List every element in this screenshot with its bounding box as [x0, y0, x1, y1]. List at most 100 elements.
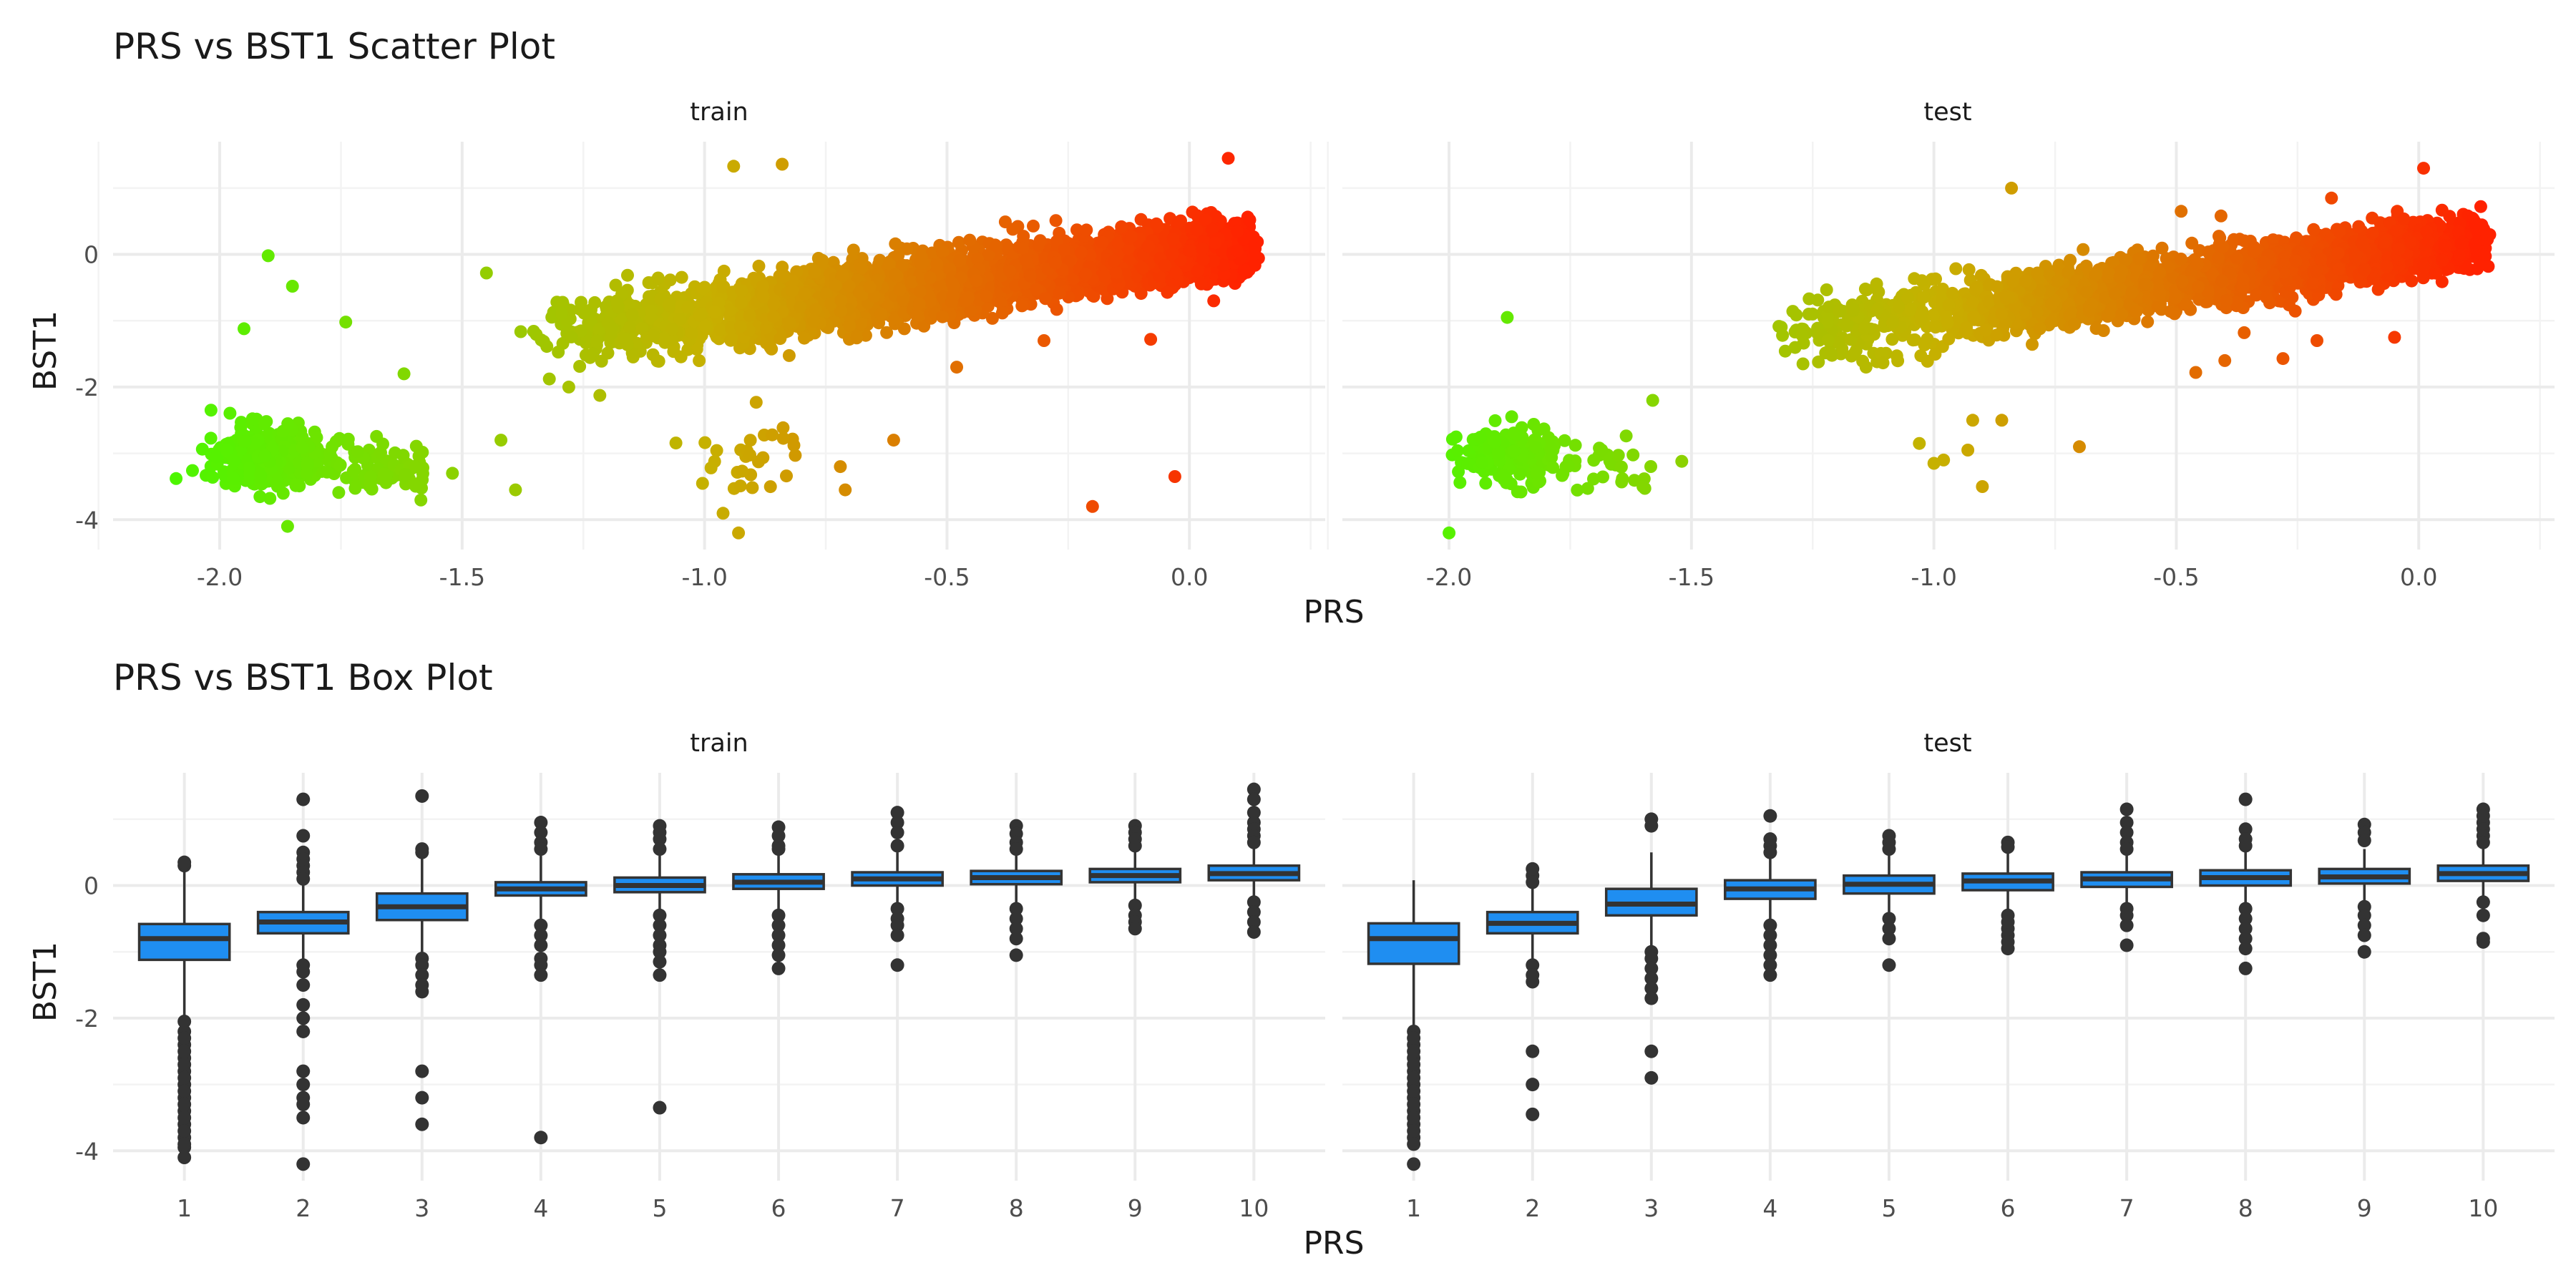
scatter-point — [276, 487, 290, 500]
scatter-point — [850, 331, 864, 345]
scatter-point — [1053, 286, 1066, 300]
scatter-point — [889, 237, 902, 250]
scatter-point — [743, 308, 756, 322]
scatter-point — [847, 243, 860, 257]
scatter-point — [280, 519, 294, 533]
scatter-point — [1151, 220, 1164, 233]
scatter-point — [1003, 265, 1017, 278]
scatter-point — [1050, 303, 1063, 316]
scatter-point — [253, 490, 267, 504]
scatter-point — [414, 493, 428, 507]
scatter-point — [732, 526, 746, 540]
scatter-point — [399, 468, 412, 482]
scatter-point — [346, 464, 360, 478]
scatter-point — [963, 233, 977, 247]
scatter-point — [623, 321, 637, 334]
scatter-point — [763, 480, 777, 494]
scatter-point — [416, 446, 429, 459]
scatter-point — [204, 431, 218, 445]
scatter-point — [1191, 264, 1204, 278]
scatter-point — [1006, 223, 1020, 236]
scatter-point — [713, 323, 727, 337]
scatter-chart-title: PRS vs BST1 Scatter Plot — [113, 26, 555, 67]
scatter-point — [348, 482, 362, 495]
scatter-point — [1098, 268, 1111, 282]
scatter-point — [1231, 244, 1244, 258]
scatter-point — [379, 471, 393, 484]
scatter-point — [257, 417, 270, 431]
scatter-point — [1221, 152, 1235, 165]
scatter-point — [407, 477, 421, 491]
scatter-point — [220, 444, 233, 457]
scatter-point — [1196, 253, 1210, 266]
scatter-point — [736, 464, 749, 478]
scatter-point — [1058, 243, 1071, 256]
scatter-point — [588, 296, 602, 309]
scatter-point — [339, 316, 353, 329]
scatter-point — [696, 477, 709, 490]
scatter-point — [389, 446, 401, 459]
scatter-point — [1166, 247, 1179, 260]
scatter-point — [727, 160, 741, 173]
scatter-point — [778, 269, 791, 283]
scatter-point — [1079, 268, 1093, 281]
scatter-point — [708, 305, 721, 318]
scatter-point — [681, 301, 695, 314]
scatter-point — [1085, 499, 1099, 513]
scatter-point — [245, 412, 259, 426]
scatter-point — [281, 417, 295, 431]
scatter-point — [258, 449, 272, 462]
scatter-point — [782, 348, 796, 362]
scatter-point — [565, 330, 578, 343]
scatter-point — [767, 298, 781, 311]
scatter-strip-train: train — [690, 98, 748, 127]
scatter-point — [238, 435, 252, 448]
scatter-point — [743, 434, 757, 447]
scatter-point — [970, 274, 983, 288]
scatter-point — [1171, 215, 1185, 229]
scatter-point — [953, 254, 967, 268]
scatter-point — [784, 316, 796, 330]
scatter-point — [1169, 266, 1183, 280]
scatter-point — [798, 331, 811, 345]
scatter-point — [1024, 270, 1037, 283]
scatter-point — [1209, 236, 1222, 250]
scatter-point — [798, 287, 811, 301]
scatter-point — [863, 280, 877, 294]
scatter-point — [590, 334, 604, 348]
scatter-point — [663, 273, 677, 287]
scatter-point — [593, 389, 607, 402]
scatter-point — [1016, 241, 1030, 255]
scatter-point — [397, 367, 411, 381]
scatter-point — [733, 479, 747, 493]
scatter-point — [573, 360, 587, 373]
scatter-point — [698, 280, 711, 294]
scatter-point — [555, 307, 568, 320]
scatter-point — [610, 296, 624, 309]
scatter-point — [1144, 333, 1158, 346]
scatter-point — [647, 329, 660, 343]
scatter-point — [749, 396, 763, 409]
scatter-point — [1194, 277, 1208, 291]
scatter-point — [924, 294, 937, 308]
scatter-point — [912, 297, 926, 311]
scatter-point — [774, 332, 787, 346]
scatter-point — [1049, 214, 1063, 228]
scatter-panel-test — [1327, 142, 2555, 550]
scatter-point — [326, 440, 339, 454]
scatter-point — [1110, 266, 1123, 280]
scatter-point — [855, 261, 869, 275]
scatter-point — [675, 270, 688, 284]
scatter-point — [1015, 299, 1029, 313]
scatter-point — [743, 448, 756, 462]
scatter-point — [621, 268, 634, 282]
scatter-point — [1049, 256, 1063, 270]
scatter-point — [834, 460, 847, 474]
scatter-point — [332, 486, 346, 499]
scatter-point — [333, 459, 347, 472]
scatter-point — [514, 325, 527, 338]
scatter-point — [809, 303, 822, 316]
scatter-point — [763, 341, 777, 354]
scatter-point — [1075, 245, 1088, 259]
